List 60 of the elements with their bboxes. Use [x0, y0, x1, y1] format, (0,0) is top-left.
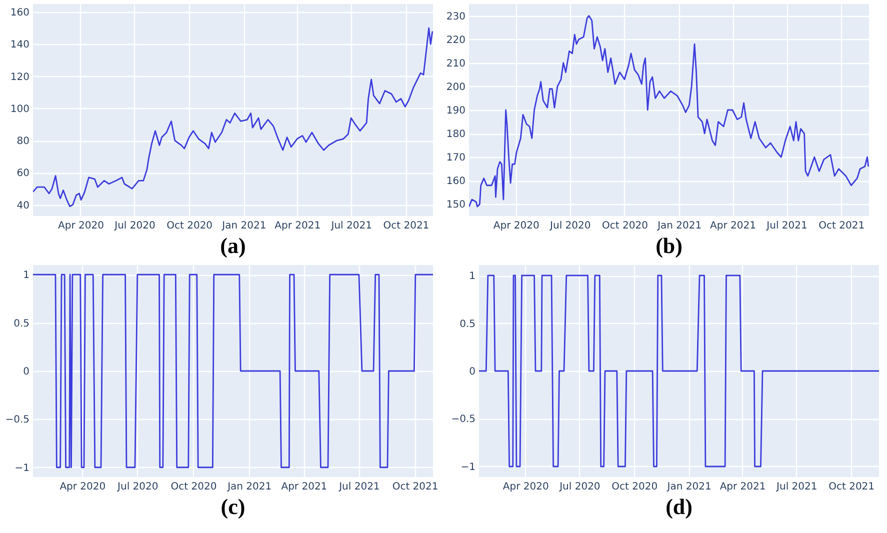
y-tick-label: 1	[469, 271, 476, 282]
x-tick-label: Jul 2021	[766, 220, 808, 232]
x-tick-label: Jan 2021	[221, 220, 266, 232]
y-tick-label: 60	[16, 168, 30, 180]
y-tick-label: 190	[446, 106, 466, 116]
text: (c)	[220, 494, 246, 519]
y-tick-label: 160	[446, 176, 466, 188]
x-tick-label: Jan 2021	[226, 482, 272, 492]
x-tick-label: Apr 2020	[60, 482, 106, 492]
x-tick-label: Jul 2021	[330, 220, 372, 232]
y-tick-label: 170	[446, 152, 466, 164]
y-tick-label: 210	[446, 58, 466, 70]
x-tick-label: Apr 2021	[281, 482, 328, 492]
y-tick-label: 0.5	[460, 318, 476, 330]
y-tick-label: 0	[469, 366, 476, 378]
x-tick-label: Jul 2020	[549, 220, 591, 232]
y-tick-label: 140	[10, 40, 30, 51]
line-series	[469, 15, 869, 208]
y-tick-label: 150	[446, 200, 466, 211]
y-tick-label: 40	[16, 200, 30, 212]
y-tick-label: 80	[16, 136, 30, 148]
x-tick-label: Apr 2020	[502, 482, 549, 492]
y-tick-label: 0.5	[14, 318, 30, 330]
y-tick-label: −0.5	[451, 414, 476, 426]
x-tick-label: Jul 2021	[776, 482, 818, 492]
x-tick-label: Oct 2021	[383, 220, 430, 232]
x-tick-label: Oct 2021	[828, 482, 875, 492]
x-tick-label: Apr 2021	[274, 220, 321, 232]
y-tick-label: 180	[446, 129, 466, 140]
y-tick-label: 220	[446, 34, 466, 46]
x-tick-label: Apr 2021	[710, 220, 756, 232]
x-tick-label: Oct 2021	[818, 220, 865, 232]
x-tick-label: Oct 2021	[392, 482, 438, 492]
y-tick-label: −0.5	[5, 414, 30, 426]
text: (a)	[220, 233, 246, 258]
y-tick-label: 200	[446, 82, 466, 93]
y-tick-label: 100	[10, 104, 30, 115]
y-tick-label: 120	[10, 72, 30, 83]
text: (b)	[656, 233, 682, 258]
x-tick-label: Apr 2021	[720, 482, 766, 492]
x-tick-label: Jul 2020	[558, 482, 600, 492]
y-tick-label: 160	[10, 8, 30, 19]
x-tick-label: Oct 2020	[166, 220, 213, 232]
x-tick-label: Jul 2020	[116, 482, 158, 492]
x-tick-label: Apr 2020	[58, 220, 104, 232]
line-series	[33, 27, 433, 208]
x-tick-label: Oct 2020	[602, 220, 648, 232]
x-tick-label: Jul 2021	[338, 482, 380, 492]
x-tick-label: Jul 2020	[114, 220, 156, 232]
y-tick-label: −1	[460, 462, 476, 473]
y-tick-label: 0	[23, 366, 30, 378]
y-tick-label: −1	[14, 462, 30, 474]
x-tick-label: Oct 2020	[612, 482, 658, 492]
x-tick-label: Jan 2021	[666, 482, 712, 492]
x-tick-label: Oct 2020	[170, 482, 217, 492]
y-tick-label: 230	[446, 11, 466, 22]
y-tick-label: 1	[23, 270, 30, 282]
x-tick-label: Jan 2021	[656, 220, 702, 232]
x-tick-label: Apr 2020	[493, 220, 540, 232]
text: (d)	[666, 494, 692, 519]
